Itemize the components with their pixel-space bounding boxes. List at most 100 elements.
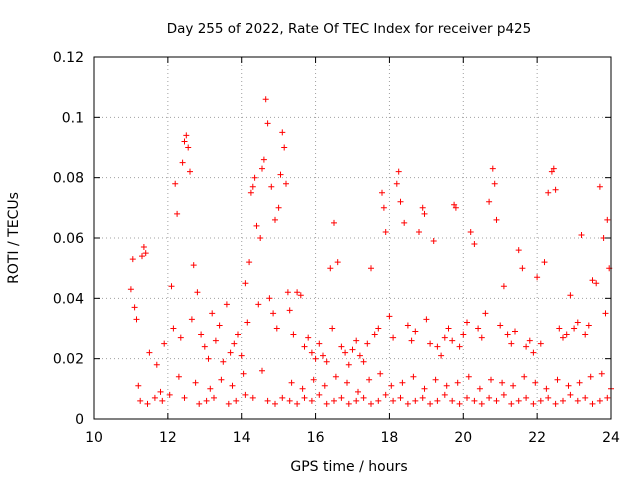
data-point [543,385,550,392]
data-point [497,322,504,329]
data-point [259,165,265,172]
data-point [571,325,578,332]
data-point [427,340,434,347]
data-point [419,204,426,211]
grid-lines [94,57,611,419]
data-points [127,96,614,407]
data-point [218,376,225,383]
data-point [273,325,280,332]
data-point [238,352,245,359]
data-point [175,373,182,380]
data-point [419,394,426,401]
data-point [521,373,528,380]
data-point [216,322,223,329]
data-point [356,352,363,359]
data-point [188,316,195,323]
data-point [179,159,186,166]
y-tick-label: 0.04 [53,291,84,307]
data-point [198,331,205,338]
data-point [259,367,265,374]
data-point [578,232,585,238]
data-point [379,189,385,196]
data-point [203,397,210,404]
data-point [174,210,181,217]
data-point [582,394,589,401]
data-point [190,262,197,269]
y-tick-label: 0 [75,412,84,428]
data-point [283,180,289,187]
data-point [434,343,441,350]
data-point [275,204,282,211]
data-point [301,343,308,350]
data-point [552,400,559,407]
data-point [565,382,572,389]
data-point [284,289,291,296]
data-point [227,349,234,356]
data-point [225,400,232,407]
data-point [331,397,337,404]
data-point [380,204,387,211]
x-tick-label: 22 [528,430,546,446]
data-point [377,370,384,377]
data-point [240,370,247,377]
data-point [567,292,574,299]
x-tick-label: 20 [454,430,472,446]
data-point [397,198,404,205]
data-point [582,331,589,338]
data-point [345,361,352,368]
data-point [364,340,371,347]
data-point [257,235,264,241]
data-point [375,325,382,332]
data-point [556,325,563,332]
data-point [491,180,498,187]
data-point [264,120,271,127]
data-point [404,400,411,407]
data-point [338,394,345,401]
data-point [393,180,400,187]
data-point [537,340,544,347]
data-point [467,229,474,235]
data-point [475,325,482,332]
x-tick-label: 18 [381,430,399,446]
data-point [288,379,295,386]
data-point [231,340,238,347]
data-point [139,253,145,260]
data-point [262,96,269,103]
data-point [312,355,319,362]
data-point [146,349,153,356]
data-point [233,397,240,404]
data-point [353,337,360,344]
x-tick-label: 14 [233,430,251,446]
data-point [345,400,352,407]
data-point [488,376,494,383]
data-point [456,343,463,350]
data-point [563,331,570,338]
data-point [412,397,419,404]
data-point [131,304,138,311]
data-point [151,394,158,401]
data-point [456,400,463,407]
data-point [181,138,188,145]
data-point [500,283,507,290]
y-tick-label: 0.02 [53,352,84,368]
data-point [460,331,467,338]
data-point [523,394,530,401]
data-point [286,307,293,314]
data-point [153,361,160,368]
x-tick-label: 12 [159,430,177,446]
data-point [388,382,395,389]
data-point [602,310,609,317]
data-point [504,331,511,338]
data-point [604,394,611,401]
data-point [185,144,192,151]
data-point [334,259,341,266]
data-point [596,397,603,404]
data-point [515,397,522,404]
x-tick-label: 24 [602,430,620,446]
data-point [366,376,373,383]
data-point [279,129,286,136]
data-point [290,331,297,338]
data-point [305,334,312,341]
data-point [589,400,596,407]
data-point [500,391,507,398]
